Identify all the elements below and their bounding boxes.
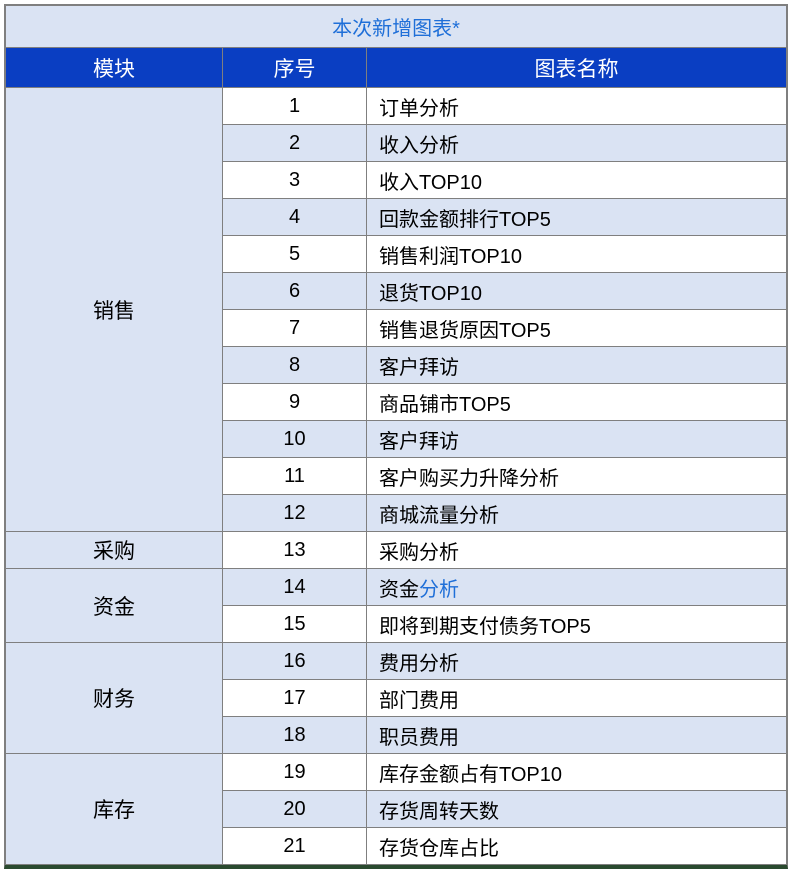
name-cell: 商城流量分析	[367, 495, 787, 532]
table-header-row: 模块 序号 图表名称	[6, 48, 787, 88]
seq-cell: 2	[223, 125, 367, 162]
seq-cell: 16	[223, 643, 367, 680]
header-module: 模块	[6, 48, 223, 88]
seq-cell: 19	[223, 754, 367, 791]
seq-cell: 5	[223, 236, 367, 273]
seq-cell: 9	[223, 384, 367, 421]
seq-cell: 4	[223, 199, 367, 236]
name-cell: 销售利润TOP10	[367, 236, 787, 273]
table-row: 资金 14资金分析	[6, 569, 787, 606]
name-cell: 收入分析	[367, 125, 787, 162]
name-cell: 资金分析	[367, 569, 787, 606]
name-cell: 退货TOP10	[367, 273, 787, 310]
seq-cell: 1	[223, 88, 367, 125]
module-cell: 财务	[6, 643, 223, 754]
seq-cell: 14	[223, 569, 367, 606]
name-cell: 订单分析	[367, 88, 787, 125]
name-cell: 商品铺市TOP5	[367, 384, 787, 421]
seq-cell: 13	[223, 532, 367, 569]
seq-cell: 18	[223, 717, 367, 754]
name-cell: 职员费用	[367, 717, 787, 754]
module-cell: 库存	[6, 754, 223, 865]
chart-list-table: 本次新增图表* 模块 序号 图表名称 销售1订单分析2收入分析3收入TOP104…	[4, 4, 788, 869]
name-cell: 客户拜访	[367, 347, 787, 384]
seq-cell: 8	[223, 347, 367, 384]
seq-cell: 12	[223, 495, 367, 532]
name-cell: 部门费用	[367, 680, 787, 717]
name-cell: 收入TOP10	[367, 162, 787, 199]
table-row: 财务16费用分析	[6, 643, 787, 680]
seq-cell: 20	[223, 791, 367, 828]
name-cell: 销售退货原因TOP5	[367, 310, 787, 347]
module-cell: 销售	[6, 88, 223, 532]
name-cell: 库存金额占有TOP10	[367, 754, 787, 791]
seq-cell: 17	[223, 680, 367, 717]
seq-cell: 6	[223, 273, 367, 310]
name-cell: 客户拜访	[367, 421, 787, 458]
header-name: 图表名称	[367, 48, 787, 88]
seq-cell: 3	[223, 162, 367, 199]
table-row: 销售1订单分析	[6, 88, 787, 125]
module-cell: 采购	[6, 532, 223, 569]
name-cell: 客户购买力升降分析	[367, 458, 787, 495]
table-title: 本次新增图表*	[6, 6, 787, 48]
name-cell: 存货周转天数	[367, 791, 787, 828]
seq-cell: 7	[223, 310, 367, 347]
name-cell: 回款金额排行TOP5	[367, 199, 787, 236]
name-cell: 采购分析	[367, 532, 787, 569]
name-text-link: 分析	[419, 579, 459, 601]
table-row: 库存19库存金额占有TOP10	[6, 754, 787, 791]
seq-cell: 10	[223, 421, 367, 458]
table-row: 采购13采购分析	[6, 532, 787, 569]
name-cell: 即将到期支付债务TOP5	[367, 606, 787, 643]
seq-cell: 15	[223, 606, 367, 643]
module-cell: 资金	[6, 569, 223, 643]
header-seq: 序号	[223, 48, 367, 88]
table-title-row: 本次新增图表*	[6, 6, 787, 48]
data-table: 本次新增图表* 模块 序号 图表名称 销售1订单分析2收入分析3收入TOP104…	[5, 5, 787, 865]
name-text: 资金	[379, 579, 419, 601]
seq-cell: 21	[223, 828, 367, 865]
name-cell: 存货仓库占比	[367, 828, 787, 865]
name-cell: 费用分析	[367, 643, 787, 680]
seq-cell: 11	[223, 458, 367, 495]
